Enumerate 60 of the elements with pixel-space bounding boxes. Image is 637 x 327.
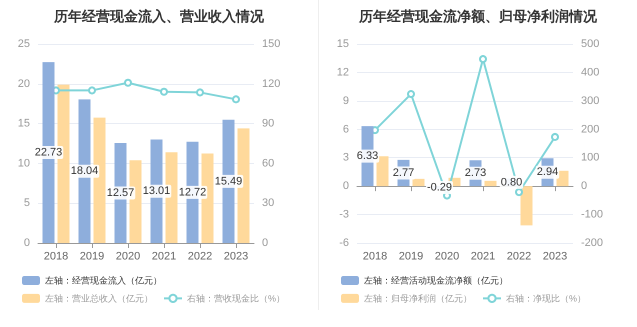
y2-tick-label: 500 <box>581 38 600 50</box>
y2-tick-label: 120 <box>262 78 280 90</box>
x-tick-label: 2019 <box>398 250 424 262</box>
data-label: 12.72 <box>178 186 206 198</box>
y2-tick-label: 150 <box>262 38 280 50</box>
y2-tick-label: 100 <box>581 152 600 164</box>
y-tick-label: 9 <box>342 94 349 107</box>
x-tick-label: 2023 <box>224 250 248 262</box>
y-tick-label: 15 <box>336 38 349 50</box>
y2-tick-label: 0 <box>262 237 268 249</box>
data-label: -0.29 <box>426 182 452 194</box>
data-label: 2.94 <box>536 166 558 178</box>
chart-title: 历年经营现金流净额、归母净利润情况 <box>358 8 598 24</box>
data-label: 2.77 <box>392 167 414 180</box>
y-tick-label: 12 <box>336 66 349 78</box>
legend-label: 右轴：净现比（%） <box>506 293 586 304</box>
y-tick-label: 15 <box>18 118 30 130</box>
y2-tick-label: 30 <box>262 197 274 210</box>
x-tick-label: 2019 <box>80 250 104 262</box>
y-tick-label: -6 <box>339 237 349 249</box>
y2-tick-label: 0 <box>581 180 588 192</box>
y-tick-label: 6 <box>342 123 349 136</box>
data-label: 12.57 <box>106 186 134 199</box>
y-tick-label: -3 <box>339 208 349 221</box>
x-tick-label: 2023 <box>542 250 568 262</box>
y2-tick-label: 200 <box>581 123 600 136</box>
y2-tick-label: 60 <box>262 157 274 170</box>
y2-tick-label: 90 <box>262 118 274 130</box>
y2-tick-label: -100 <box>581 208 604 221</box>
legend-label: 左轴：营业总收入（亿元） <box>45 293 153 304</box>
data-label: 13.01 <box>142 185 170 198</box>
x-tick-label: 2021 <box>152 250 176 262</box>
y2-tick-label: 300 <box>581 94 600 107</box>
x-tick-label: 2018 <box>362 250 388 262</box>
data-label: 0.80 <box>500 176 522 188</box>
x-tick-label: 2020 <box>434 250 460 262</box>
chart-title: 历年经营现金流入、营业收入情况 <box>53 8 265 24</box>
x-tick-label: 2022 <box>506 250 532 262</box>
data-label: 6.33 <box>356 150 378 162</box>
x-tick-label: 2021 <box>470 250 496 262</box>
x-tick-label: 2022 <box>188 250 212 262</box>
x-tick-label: 2018 <box>44 250 68 262</box>
y-tick-label: 5 <box>24 197 30 210</box>
legend-label: 右轴：营收现金比（%） <box>187 293 286 304</box>
y-tick-label: 10 <box>18 157 30 170</box>
y-tick-label: 25 <box>18 38 30 50</box>
data-label: 18.04 <box>70 165 98 178</box>
legend-label: 左轴：经营现金流入（亿元） <box>45 276 162 286</box>
data-label: 15.49 <box>214 175 242 188</box>
y2-tick-label: -200 <box>581 237 604 249</box>
data-label: 2.73 <box>464 167 486 180</box>
y-tick-label: 0 <box>24 237 30 249</box>
legend-label: 左轴：经营活动现金流净额（亿元） <box>364 276 508 286</box>
x-tick-label: 2020 <box>116 250 140 262</box>
y-tick-label: 3 <box>342 152 349 164</box>
data-label: 22.73 <box>34 146 62 159</box>
y2-tick-label: 400 <box>581 66 600 78</box>
y-tick-label: 20 <box>18 78 30 90</box>
legend-label: 左轴：归母净利润（亿元） <box>364 293 472 304</box>
y-tick-label: 0 <box>342 180 349 192</box>
